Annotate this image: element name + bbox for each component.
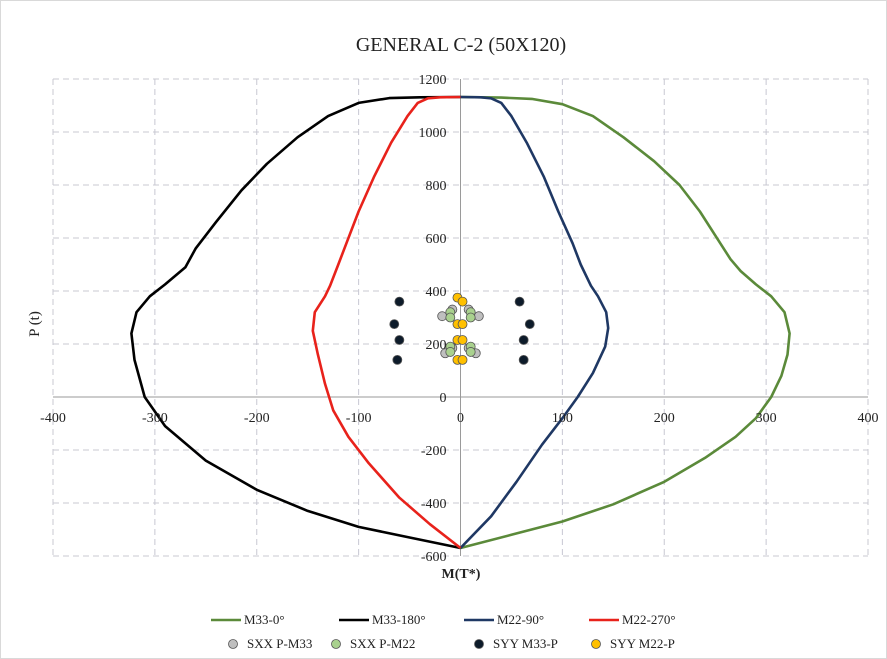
- point-syy-m33-p-2: [389, 319, 400, 330]
- y-tick-label-7: 800: [426, 179, 447, 194]
- point-syy-m22-p-3: [457, 319, 468, 330]
- y-tick-label-9: 1200: [419, 73, 447, 88]
- y-tick-label-1: -400: [421, 497, 447, 512]
- x-tick-label-2: -200: [244, 411, 270, 426]
- point-syy-m33-p-5: [518, 335, 529, 345]
- axes: [53, 79, 868, 556]
- y-tick-label-4: 200: [426, 338, 447, 353]
- point-sxx-p-m33-1: [473, 311, 484, 322]
- series-line-m22-90: [459, 95, 610, 549]
- y-tick-label-8: 1000: [419, 126, 447, 141]
- x-tick-label-3: -100: [346, 411, 372, 426]
- y-tick-label-6: 600: [426, 232, 447, 247]
- point-syy-m33-p-7: [518, 354, 529, 365]
- x-tick-label-5: 100: [552, 411, 573, 426]
- series-line-m33-0: [460, 95, 791, 550]
- legend: M33-0° M33-180° M22-90° M22-270° SXX P-M33 SX…: [211, 612, 676, 651]
- point-sxx-p-m22-7: [465, 347, 476, 357]
- x-tick-label-6: 200: [654, 411, 675, 426]
- x-tick-label-0: -400: [40, 411, 66, 426]
- legend-swatch-syy-m22-p: [591, 639, 601, 649]
- y-tick-label-0: -600: [421, 550, 447, 565]
- point-syy-m22-p-7: [457, 354, 468, 365]
- legend-swatch-syy-m33-p: [474, 639, 484, 649]
- x-tick-label-4: 0: [457, 411, 464, 426]
- legend-label-m33-180: M33-180°: [372, 612, 426, 627]
- series-layer: [130, 95, 791, 550]
- legend-label-m22-90: M22-90°: [497, 612, 544, 627]
- point-syy-m33-p-6: [392, 354, 403, 365]
- series-line-m22-270: [311, 95, 462, 550]
- point-syy-m33-p-3: [524, 319, 535, 330]
- point-syy-m22-p-1: [457, 296, 468, 307]
- point-sxx-p-m22-2: [445, 312, 456, 323]
- x-tick-label-7: 300: [756, 411, 777, 426]
- chart-title: GENERAL C-2 (50X120): [356, 34, 566, 56]
- y-tick-label-2: -200: [421, 444, 447, 459]
- point-syy-m33-p-0: [394, 296, 405, 307]
- x-tick-label-1: -300: [142, 411, 168, 426]
- y-tick-label-5: 400: [426, 285, 447, 300]
- legend-label-sxx-p-m33: SXX P-M33: [247, 636, 312, 651]
- tick-labels: -400 -300 -200 -100 0 100 200 300 400 -600 -400 -20…: [40, 73, 878, 565]
- x-axis-label: M(T*): [442, 567, 481, 582]
- y-tick-label-3: 0: [440, 391, 447, 406]
- x-tick-label-8: 400: [858, 411, 879, 426]
- point-syy-m22-p-5: [457, 335, 468, 345]
- legend-label-syy-m22-p: SYY M22-P: [610, 636, 675, 651]
- point-sxx-p-m22-3: [465, 312, 476, 323]
- legend-label-m22-270: M22-270°: [622, 612, 676, 627]
- legend-label-m33-0: M33-0°: [244, 612, 285, 627]
- legend-swatch-sxx-p-m33: [228, 639, 238, 649]
- series-line-m33-180: [130, 95, 461, 550]
- point-syy-m33-p-4: [394, 335, 405, 345]
- point-syy-m33-p-1: [514, 296, 525, 307]
- legend-label-sxx-p-m22: SXX P-M22: [350, 636, 415, 651]
- point-sxx-p-m33-0: [437, 311, 448, 322]
- legend-swatch-sxx-p-m22: [331, 639, 341, 649]
- legend-label-syy-m33-p: SYY M33-P: [493, 636, 558, 651]
- y-axis-label: P (t): [27, 311, 43, 337]
- point-sxx-p-m22-6: [445, 347, 456, 357]
